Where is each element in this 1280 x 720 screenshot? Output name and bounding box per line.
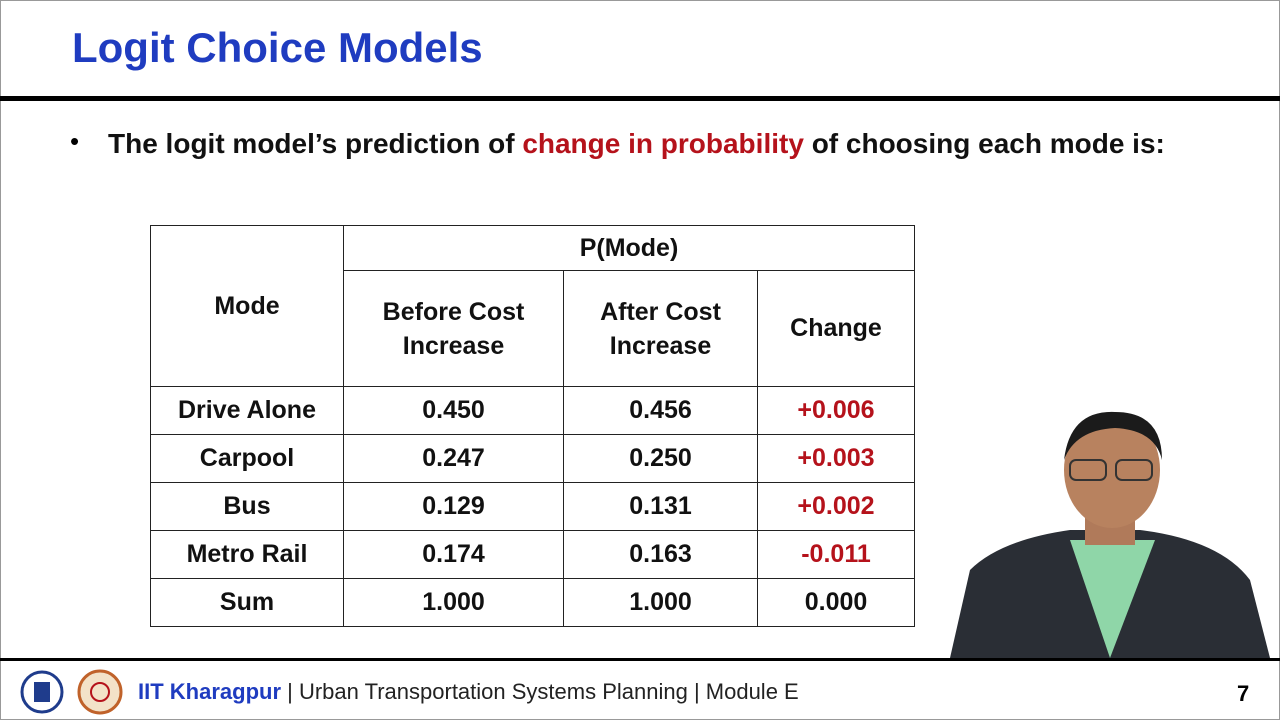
probability-table: Mode P(Mode) Before Cost Increase After …	[150, 225, 915, 627]
slide-title: Logit Choice Models	[72, 24, 483, 71]
footer-rule	[0, 658, 1280, 661]
bullet-dot: •	[70, 126, 80, 156]
value-cell: 0.250	[563, 434, 758, 483]
footer-logos	[20, 669, 123, 715]
title-rule	[0, 96, 1280, 101]
mode-cell: Drive Alone	[150, 386, 344, 435]
value-cell: 0.163	[563, 530, 758, 579]
table-row: Sum 1.000 1.000 0.000	[150, 578, 915, 627]
value-cell: 0.174	[343, 530, 564, 579]
speaker-video	[950, 411, 1270, 658]
footer-course: | Urban Transportation Systems Planning …	[287, 679, 799, 704]
mode-cell: Metro Rail	[150, 530, 344, 579]
value-cell: 1.000	[343, 578, 564, 627]
value-cell: 0.000	[757, 578, 915, 627]
mode-cell: Carpool	[150, 434, 344, 483]
mode-cell: Bus	[150, 482, 344, 531]
speaker-shirt	[1070, 540, 1155, 658]
header-cell: Before Cost Increase	[343, 270, 564, 387]
value-cell: 0.247	[343, 434, 564, 483]
logo	[20, 670, 64, 714]
bullet-text: The logit model’s prediction of	[108, 128, 515, 159]
footer-text: IIT Kharagpur | Urban Transportation Sys…	[138, 679, 799, 705]
value-cell: 0.456	[563, 386, 758, 435]
bullet-text: of choosing each mode is:	[811, 128, 1165, 159]
footer-institute: IIT Kharagpur	[138, 679, 282, 704]
table-row: Bus 0.129 0.131 +0.002	[150, 482, 915, 531]
header-cell: Mode	[150, 225, 344, 387]
value-cell: 0.129	[343, 482, 564, 531]
highlight-text: change in probability	[522, 128, 804, 159]
speaker-face	[1064, 412, 1160, 528]
value-cell: 0.450	[343, 386, 564, 435]
value-cell: +0.002	[757, 482, 915, 531]
value-cell: +0.003	[757, 434, 915, 483]
logo	[90, 682, 110, 702]
value-cell: -0.011	[757, 530, 915, 579]
header-cell: After Cost Increase	[563, 270, 758, 387]
value-cell: +0.006	[757, 386, 915, 435]
value-cell: 0.131	[563, 482, 758, 531]
value-cell: 1.000	[563, 578, 758, 627]
mode-cell: Sum	[150, 578, 344, 627]
bullet-text: The logit model’s prediction of change i…	[108, 120, 1206, 168]
table-row: Metro Rail 0.174 0.163 -0.011	[150, 530, 915, 579]
table-row: Carpool 0.247 0.250 +0.003	[150, 434, 915, 483]
header-cell: Change	[757, 270, 915, 387]
page-number: 7	[1237, 681, 1250, 706]
table-row: Drive Alone 0.450 0.456 +0.006	[150, 386, 915, 435]
speaker-glasses	[1115, 459, 1153, 481]
speaker-hair	[1064, 411, 1162, 460]
logo	[34, 682, 50, 702]
header-cell: P(Mode)	[343, 225, 915, 271]
speaker-glasses	[1069, 459, 1107, 481]
logo	[77, 669, 123, 715]
